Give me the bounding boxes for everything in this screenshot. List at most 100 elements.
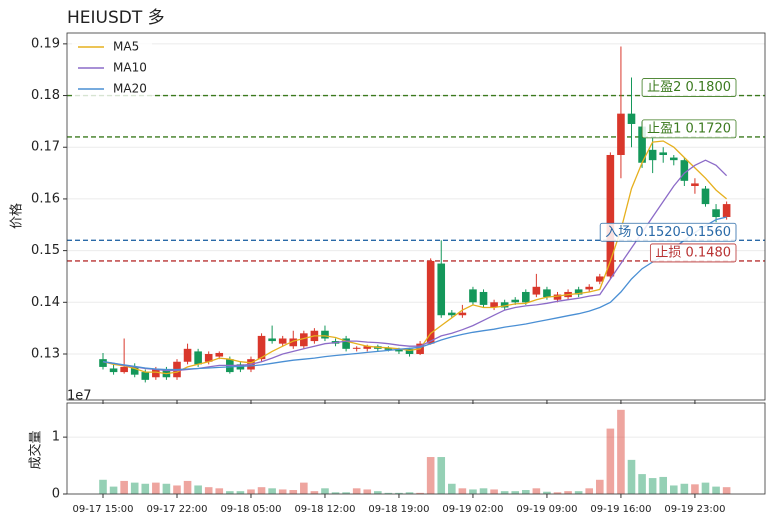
candle-body: [395, 348, 403, 352]
y-tick-label: 1: [52, 430, 60, 445]
level-label: 入场 0.1520-0.1560: [599, 222, 737, 242]
level-label-box: [599, 222, 737, 242]
volume-bar: [374, 491, 382, 494]
candle-body: [448, 312, 456, 316]
volume-bar: [215, 488, 224, 494]
y-tick-label: 0.17: [31, 140, 60, 155]
volume-bar: [152, 482, 160, 494]
candle-body: [627, 113, 636, 124]
level-label-box: [649, 243, 737, 263]
volume-bar: [564, 491, 572, 494]
volume-bar: [469, 489, 477, 494]
candle-body: [659, 152, 668, 155]
candle-body: [152, 369, 160, 378]
volume-bar: [226, 491, 234, 494]
ma-line: [102, 140, 728, 375]
candle-body: [553, 294, 562, 300]
volume-axis-label: 成交量: [28, 430, 44, 469]
candle-body: [278, 338, 287, 344]
volume-bar: [268, 488, 276, 494]
plot-frame: [66, 32, 766, 401]
y-tick-label: 0.16: [31, 191, 60, 206]
candle-body: [268, 338, 276, 342]
volume-bar: [669, 485, 678, 494]
volume-bar: [627, 459, 636, 494]
y-tick-label: 0.19: [31, 36, 60, 51]
volume-bar: [141, 483, 150, 494]
volume-bar: [300, 482, 308, 494]
volume-bar: [173, 485, 181, 494]
volume-bar: [162, 483, 171, 494]
volume-bar: [352, 488, 361, 494]
volume-bar: [437, 457, 446, 494]
volume-bar: [289, 490, 298, 494]
candle-body: [384, 347, 393, 350]
volume-bar: [490, 489, 498, 494]
candle-body: [532, 286, 541, 295]
volume-bar: [691, 484, 699, 494]
volume-bar: [458, 488, 467, 494]
candle-body: [183, 348, 192, 362]
volume-bar: [553, 492, 562, 494]
level-label-box: [641, 78, 737, 97]
volume-bar: [574, 491, 583, 494]
candle-body: [691, 183, 699, 187]
offset-label: 1e7: [67, 389, 92, 404]
candle-body: [522, 291, 530, 303]
candle-body: [120, 366, 128, 373]
candle-body: [469, 289, 477, 303]
candle-body: [257, 335, 266, 360]
y-tick-label: 0.14: [31, 295, 60, 310]
candle-body: [680, 160, 689, 181]
candle-body: [511, 299, 520, 303]
volume-bar: [659, 476, 668, 494]
legend-label: MA5: [113, 40, 139, 54]
volume-bar: [384, 492, 393, 494]
volume-bar: [99, 479, 107, 494]
volume-bar: [236, 491, 245, 494]
level-label: 止盈2 0.1800: [641, 78, 737, 97]
volume-bar: [648, 478, 657, 494]
volume-bar: [585, 488, 594, 494]
volume-bar: [405, 492, 414, 494]
x-tick-label: 09-18 19:00: [368, 504, 429, 515]
volume-bar: [183, 480, 192, 494]
volume-bar: [722, 487, 731, 494]
volume-bar: [712, 486, 720, 494]
candle-body: [215, 352, 224, 357]
volume-bar: [617, 409, 625, 494]
legend-label: MA20: [113, 82, 147, 96]
x-tick-label: 09-19 02:00: [442, 504, 503, 515]
volume-bar: [257, 487, 266, 494]
volume-bar: [595, 479, 604, 494]
candle-body: [426, 260, 435, 344]
volume-bar: [204, 487, 213, 494]
volume-bar: [479, 488, 488, 494]
candle-body: [574, 289, 583, 295]
candle-body: [99, 359, 107, 367]
level-label: 止损 0.1480: [649, 243, 737, 263]
volume-frame: [66, 402, 766, 495]
volume-bar: [342, 492, 350, 494]
volume-bar: [500, 491, 509, 494]
candle-body: [606, 154, 615, 277]
level-label-text: 止盈2 0.1800: [647, 80, 731, 95]
volume-bar: [701, 482, 710, 494]
candle-body: [352, 347, 361, 349]
candle-body: [437, 263, 446, 316]
volume-bar: [363, 489, 372, 494]
candle-body: [321, 330, 329, 339]
volume-bar: [130, 482, 139, 494]
x-tick-label: 09-19 16:00: [590, 504, 651, 515]
volume-bar: [680, 483, 689, 494]
candle-body: [342, 338, 350, 349]
ma-line: [102, 216, 727, 371]
volume-bar: [321, 488, 329, 494]
volume-bar: [416, 492, 424, 494]
volume-bar: [448, 483, 456, 494]
candle-body: [479, 291, 488, 305]
level-label: 止盈1 0.1720: [641, 119, 737, 139]
candle-body: [405, 348, 414, 354]
x-tick-label: 09-17 22:00: [146, 504, 207, 515]
